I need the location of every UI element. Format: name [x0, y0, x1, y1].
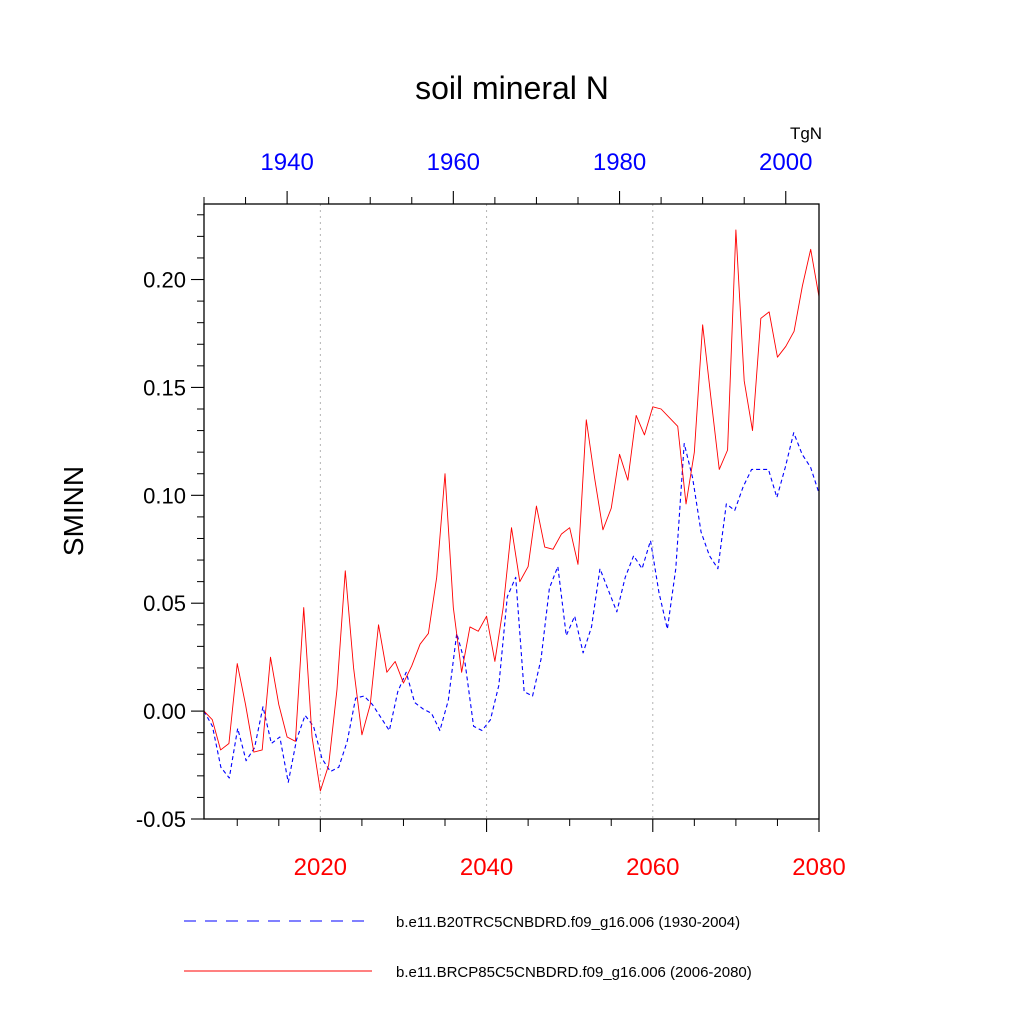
- y-tick-label: 0.10: [143, 483, 186, 508]
- gridlines: [319, 204, 654, 819]
- x-bottom-tick-label: 2040: [460, 854, 513, 881]
- x-top-tick-label: 1980: [593, 149, 646, 176]
- y-tick-label: 0.00: [143, 699, 186, 724]
- y-axis-label: SMINN: [58, 466, 89, 556]
- axes: -0.05 0.00 0.05 0.10 0.15 0.20 2020 2040 2060 208…: [136, 149, 846, 881]
- x-top-tick-label: 2000: [759, 149, 812, 176]
- chart-title: soil mineral N: [415, 70, 609, 106]
- plot-frame: [203, 203, 820, 820]
- y-tick-label: 0.15: [143, 375, 186, 400]
- x-top-tick-label: 1940: [260, 149, 313, 176]
- y-tick-label: 0.20: [143, 268, 186, 293]
- x-bottom-tick-label: 2060: [626, 854, 679, 881]
- legend-label-2: b.e11.BRCP85C5CNBDRD.f09_g16.006 (2006-2…: [396, 964, 752, 981]
- series-line-1: [203, 432, 820, 783]
- legend-label-1: b.e11.B20TRC5CNBDRD.f09_g16.006 (1930-20…: [396, 914, 740, 931]
- series-line-2: [203, 229, 820, 792]
- x-bottom-tick-label: 2020: [294, 854, 347, 881]
- y-tick-label: 0.05: [143, 591, 186, 616]
- legend: b.e11.B20TRC5CNBDRD.f09_g16.006 (1930-20…: [184, 914, 752, 981]
- y-tick-label: -0.05: [136, 807, 186, 832]
- x-top-tick-label: 1960: [427, 149, 480, 176]
- x-bottom-tick-label: 2080: [792, 854, 845, 881]
- units-label: TgN: [790, 124, 822, 143]
- series-layer: [203, 229, 820, 792]
